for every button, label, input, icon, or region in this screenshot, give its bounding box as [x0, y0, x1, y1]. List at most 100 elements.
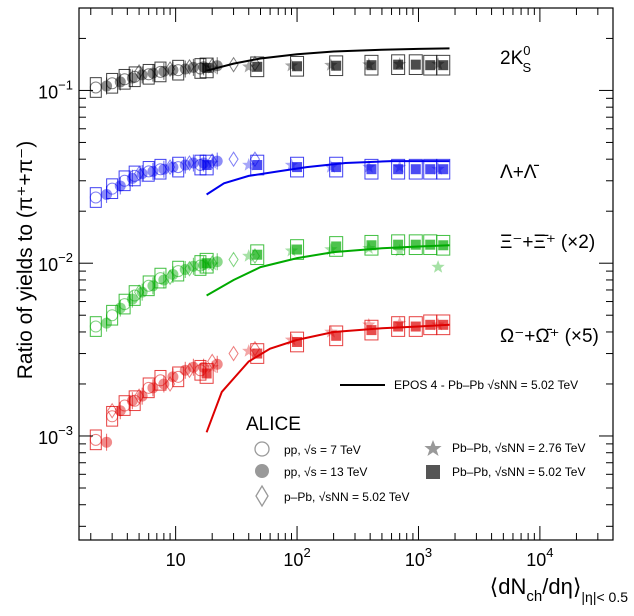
x-tick-label: 102	[283, 545, 310, 570]
pbpb502-marker	[331, 60, 342, 71]
pbpb502-marker	[252, 249, 263, 260]
pp13-marker	[126, 172, 138, 184]
pbpb502-marker	[292, 162, 303, 173]
x-axis-label-main: ⟨dN	[490, 574, 527, 599]
pbpb276-marker	[284, 332, 299, 346]
epos-curve-2	[206, 244, 450, 297]
species-label-lambda: Λ+Λ̄	[500, 162, 539, 183]
pbpb502-syst-box	[391, 54, 406, 75]
y-tick-label-base: 10	[38, 428, 58, 448]
epos-curve-3	[205, 323, 450, 433]
legend-ppb-system: p–Pb	[284, 490, 312, 504]
marker-legend: pp, √s = 7 TeV pp, √s = 13 TeV p–Pb, √sN…	[254, 440, 585, 508]
pbpb502-syst-box	[329, 236, 344, 257]
pbpb276-marker	[324, 242, 338, 256]
pbpb502-marker	[201, 62, 212, 73]
legend-pp7-energy: √s = 7 TeV	[304, 443, 361, 457]
pbpb502-marker	[366, 325, 377, 336]
pbpb502-syst-box	[250, 56, 265, 78]
x-tick-label-exp: 2	[303, 545, 310, 560]
pbpb502-marker	[331, 330, 342, 341]
pbpb276-marker	[324, 160, 338, 173]
ppb-marker	[133, 388, 145, 405]
pp7-marker	[142, 279, 155, 292]
x-tick-label-base: 10	[166, 550, 186, 570]
pbpb276-marker	[362, 317, 376, 331]
pbpb502-marker	[292, 336, 303, 347]
pbpb276-marker	[205, 257, 219, 271]
pp13-marker	[101, 317, 113, 329]
ppb-marker	[133, 63, 145, 80]
pbpb502-syst-box	[290, 55, 305, 77]
x-axis-label: ⟨dNch/dη⟩|η|< 0.5	[490, 574, 629, 605]
pbpb502-syst-box	[408, 234, 423, 256]
species-label-xi: Ξ⁻+Ξ̄⁺ (×2)	[500, 232, 595, 253]
x-tick-label-exp: 4	[546, 545, 553, 560]
species-label-k0s-sup: 0	[523, 43, 530, 58]
y-tick-label: 10−3	[38, 423, 73, 448]
ppb-marker	[184, 362, 195, 379]
pbpb276-marker	[393, 243, 407, 257]
pp7-marker	[154, 65, 167, 78]
legend-pbpb502-energy: √sNN = 5.02 TeV	[495, 465, 586, 479]
y-tick-label-exp: −1	[58, 77, 73, 92]
pbpb502-syst-box	[408, 54, 423, 75]
pbpb502-marker	[425, 60, 436, 71]
pbpb502-syst-box	[436, 158, 451, 180]
pbpb276-marker	[242, 344, 256, 357]
pbpb502-marker	[366, 240, 377, 251]
pbpb502-syst-box	[290, 239, 305, 260]
y-tick-label-base: 10	[38, 255, 58, 275]
ppb-marker	[164, 159, 176, 176]
legend-label-pbpb502: Pb–Pb, √sNN = 5.02 TeV	[452, 465, 585, 479]
legend-label-pbpb276: Pb–Pb, √sNN = 2.76 TeV	[452, 441, 585, 455]
legend-marker-filled-square	[426, 465, 440, 479]
alice-label: ALICE	[246, 414, 301, 435]
pp13-marker	[101, 188, 113, 200]
pp13-marker	[114, 76, 126, 88]
pp7-marker	[154, 163, 167, 176]
pp7-marker	[89, 433, 102, 446]
pbpb502-marker	[393, 59, 404, 70]
species-label-omega-suffix: (×5)	[565, 326, 599, 347]
pp7-marker	[128, 169, 141, 182]
pp13-marker	[158, 163, 170, 175]
pp13-marker	[147, 382, 159, 394]
pbpb502-marker	[331, 162, 342, 173]
pp7-marker	[118, 298, 131, 311]
legend-marker-open-diamond	[255, 484, 269, 508]
species-label-xi-main: Ξ⁻+Ξ̄⁺	[500, 232, 556, 253]
pbpb502-syst-box	[408, 158, 423, 180]
pp13-marker	[136, 286, 148, 298]
ppb-marker	[133, 165, 145, 182]
pp13-marker	[167, 371, 179, 383]
ppb-marker	[228, 251, 239, 268]
pp7-syst-box	[89, 187, 102, 208]
x-tick-label: 10	[166, 550, 186, 570]
pbpb502-marker	[292, 61, 303, 72]
species-label-lambda-main: Λ+Λ̄	[500, 162, 539, 183]
pbpb502-syst-box	[250, 244, 265, 266]
pp7-syst-box	[89, 77, 102, 98]
pbpb502-marker	[252, 160, 263, 171]
pp13-marker	[158, 274, 170, 286]
legend-pp7-sep: ,	[297, 443, 304, 457]
pp13-marker	[147, 280, 159, 292]
ppb-marker	[164, 269, 176, 286]
pbpb502-marker	[410, 59, 421, 70]
pp7-marker	[142, 165, 155, 178]
y-tick-label-base: 10	[38, 82, 58, 102]
pp13-marker	[114, 302, 126, 314]
ppb-marker	[184, 58, 195, 75]
legend-pbpb276-system: Pb–Pb	[452, 441, 488, 455]
legend-pbpb502-sep: ,	[488, 465, 495, 479]
ppb-marker	[207, 353, 218, 370]
pbpb502-syst-box	[364, 234, 379, 256]
pbpb502-marker	[410, 239, 421, 250]
y-tick-label: 10−2	[38, 250, 73, 275]
pp7-syst-box	[89, 316, 102, 337]
pbpb502-marker	[201, 160, 212, 171]
pbpb502-marker	[331, 241, 342, 252]
